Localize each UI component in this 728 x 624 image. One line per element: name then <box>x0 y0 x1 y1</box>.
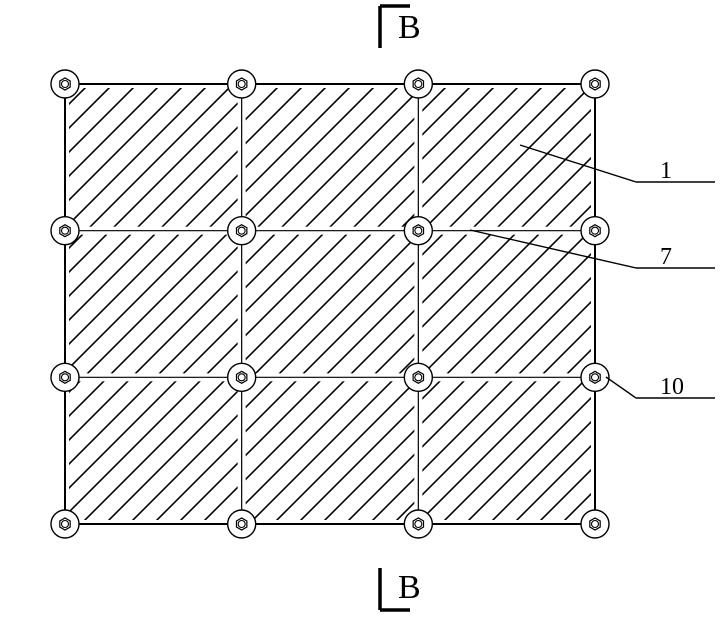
callout-leader <box>470 230 636 268</box>
node <box>581 217 609 245</box>
panel-border <box>65 84 595 524</box>
node <box>51 363 79 391</box>
callout-leader <box>606 377 636 398</box>
node <box>404 70 432 98</box>
diagram-svg: B B 1 7 10 <box>0 0 728 624</box>
node <box>51 70 79 98</box>
node <box>581 510 609 538</box>
node <box>404 217 432 245</box>
node <box>51 510 79 538</box>
node <box>228 217 256 245</box>
callout-number: 7 <box>660 244 672 270</box>
node <box>404 510 432 538</box>
node <box>228 363 256 391</box>
section-label-bottom: B <box>398 569 421 606</box>
node <box>51 217 79 245</box>
node <box>404 363 432 391</box>
node <box>228 510 256 538</box>
section-label-top: B <box>398 9 421 46</box>
node <box>228 70 256 98</box>
node <box>581 70 609 98</box>
callout-number: 10 <box>660 374 684 400</box>
diagram-canvas: B B 1 7 10 <box>0 0 728 624</box>
callout-number: 1 <box>660 158 672 184</box>
node <box>581 363 609 391</box>
